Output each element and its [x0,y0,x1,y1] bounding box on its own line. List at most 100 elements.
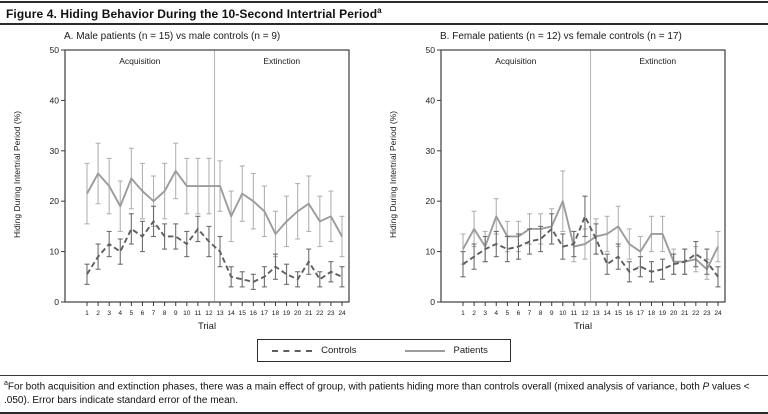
x-tick-label: 11 [194,310,201,317]
controls-line [86,220,343,283]
phase-label-extinction: Extinction [639,56,676,66]
panel-a: A. Male patients (n = 15) vs male contro… [12,31,380,336]
y-tick-label: 20 [50,196,60,206]
patients-line-sample [404,349,445,352]
legend-row: Controls Patients [0,339,768,362]
x-tick-label: 19 [659,310,667,317]
x-tick-label: 13 [592,310,600,317]
bottom-rule [0,412,768,414]
panel-b-body: Hiding During Intertrial Period (%) Acqu… [388,44,756,336]
footnote-block: aFor both acquisition and extinction pha… [0,374,768,414]
x-tick-label: 24 [338,310,346,317]
y-tick-label: 30 [50,146,60,156]
x-tick-label: 12 [581,310,589,317]
figure-title-bar: Figure 4. Hiding Behavior During the 10-… [0,3,768,23]
x-tick-label: 24 [714,310,722,317]
x-tick-label: 16 [250,310,258,317]
x-tick-label: 15 [239,310,247,317]
x-tick-label: 1 [85,310,89,317]
x-tick-label: 1 [461,310,465,317]
x-tick-label: 20 [294,310,302,317]
panel-b-y-axis-title: Hiding During Intertrial Period (%) [388,110,398,238]
x-tick-label: 18 [648,310,656,317]
charts-row: A. Male patients (n = 15) vs male contro… [0,31,768,336]
figure-title-text: Figure 4. Hiding Behavior During the 10-… [6,7,378,21]
footnote-p-italic: P [702,381,710,393]
panel-b-label: B. Female patients (n = 12) vs female co… [440,31,682,42]
controls-legend-label: Controls [321,345,357,356]
panel-a-body: Hiding During Intertrial Period (%) Acqu… [12,44,380,336]
figure-title: Figure 4. Hiding Behavior During the 10-… [6,6,760,21]
y-tick-label: 10 [50,247,60,257]
footnote-text: aFor both acquisition and extinction pha… [0,376,768,411]
x-tick-label: 15 [615,310,623,317]
x-tick-label: 3 [483,310,487,317]
x-tick-label: 14 [227,310,235,317]
legend-item-patients: Patients [404,345,488,356]
x-tick-label: 3 [107,310,111,317]
x-tick-label: 10 [183,310,191,317]
x-tick-label: 7 [152,310,156,317]
footnote-part1: For both acquisition and extinction phas… [7,381,703,393]
x-tick-label: 23 [327,310,335,317]
y-tick-label: 0 [430,297,435,307]
plot-box [64,49,350,303]
patients-line [86,170,343,237]
footnote-rule [0,374,768,377]
x-tick-label: 8 [163,310,167,317]
panel-b: B. Female patients (n = 12) vs female co… [388,31,756,336]
x-tick-label: 21 [305,310,313,317]
x-tick-label: 12 [205,310,213,317]
x-tick-label: 6 [141,310,145,317]
y-tick-label: 40 [426,95,436,105]
x-axis-title: Trial [198,321,216,332]
x-tick-label: 13 [216,310,224,317]
x-tick-label: 23 [703,310,711,317]
x-tick-label: 17 [637,310,645,317]
controls-line [462,215,719,278]
phase-label-acquisition: Acquisition [119,56,160,66]
legend: Controls Patients [257,339,511,362]
x-tick-label: 9 [550,310,554,317]
patients-line [462,200,719,271]
x-tick-label: 9 [174,310,178,317]
footnote-part2: values < .050). Error bars indicate stan… [4,381,750,406]
x-tick-label: 22 [692,310,700,317]
y-tick-label: 50 [50,45,60,55]
x-axis-title: Trial [574,321,592,332]
patients-legend-label: Patients [453,345,488,356]
y-tick-label: 20 [426,196,436,206]
x-tick-label: 5 [130,310,134,317]
x-tick-label: 20 [670,310,678,317]
y-tick-label: 30 [426,146,436,156]
controls-line-sample [272,349,313,352]
top-rule [0,1,768,3]
x-tick-label: 5 [506,310,510,317]
x-tick-label: 11 [570,310,577,317]
x-tick-label: 6 [517,310,521,317]
phase-label-acquisition: Acquisition [495,56,536,66]
y-tick-label: 10 [426,247,436,257]
x-tick-label: 2 [472,310,476,317]
x-tick-label: 2 [96,310,100,317]
x-tick-label: 7 [528,310,532,317]
legend-item-controls: Controls [272,345,357,356]
x-tick-label: 8 [539,310,543,317]
panel-a-y-axis-title: Hiding During Intertrial Period (%) [12,110,22,238]
x-tick-label: 4 [118,310,122,317]
x-tick-label: 14 [603,310,611,317]
x-tick-label: 16 [626,310,634,317]
phase-label-extinction: Extinction [263,56,300,66]
x-tick-label: 17 [261,310,269,317]
plot-box [440,49,726,303]
y-tick-label: 0 [54,297,59,307]
y-tick-label: 50 [426,45,436,55]
x-tick-label: 18 [272,310,280,317]
panel-a-label: A. Male patients (n = 15) vs male contro… [64,31,281,42]
x-tick-label: 4 [494,310,498,317]
x-tick-label: 10 [559,310,567,317]
title-rule [0,23,768,25]
